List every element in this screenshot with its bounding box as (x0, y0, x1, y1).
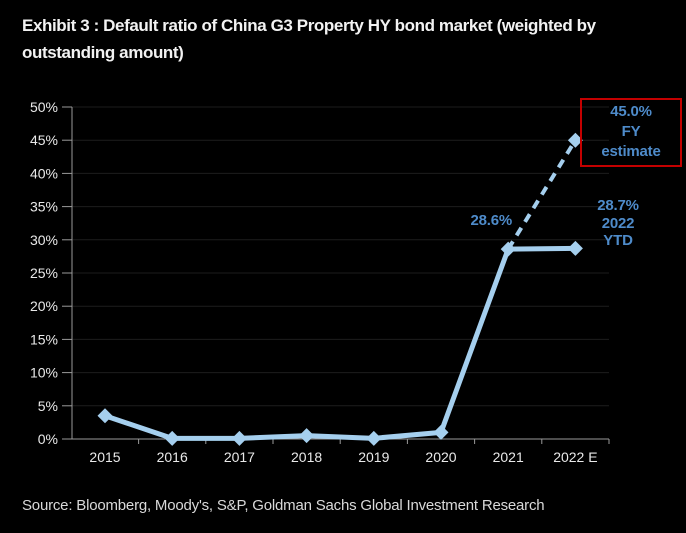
solid-series-line (102, 245, 578, 441)
y-tick-label: 45% (30, 132, 58, 148)
annotation-2022-ytd: 28.7% 2022 YTD (581, 197, 655, 250)
exhibit-title: Exhibit 3 : Default ratio of China G3 Pr… (22, 12, 674, 66)
data-point-diamond (433, 424, 449, 440)
x-tick-label: 2016 (157, 449, 188, 465)
data-point-diamond (231, 430, 247, 446)
exhibit-title-line1: Exhibit 3 : Default ratio of China G3 Pr… (22, 16, 596, 35)
ytd-label: YTD (603, 232, 633, 249)
y-tick-label: 35% (30, 199, 58, 215)
data-point-diamond (164, 430, 180, 446)
annotation-2021-value: 28.6% (470, 212, 512, 229)
data-point-diamond (567, 132, 583, 148)
fy-estimate-label-estimate: estimate (601, 143, 661, 160)
x-tick-label: 2017 (224, 449, 255, 465)
y-tick-label: 25% (30, 265, 58, 281)
ytd-value: 28.7% (597, 197, 639, 214)
source-note: Source: Bloomberg, Moody's, S&P, Goldman… (22, 497, 545, 514)
y-tick-label: 20% (30, 298, 58, 314)
x-tick-label: 2018 (291, 449, 322, 465)
exhibit-title-line2: outstanding amount) (22, 43, 184, 62)
fy-estimate-value: 45.0% (610, 103, 652, 120)
ytd-year: 2022 (601, 214, 635, 232)
y-tick-label: 40% (30, 165, 58, 181)
y-tick-label: 5% (38, 398, 58, 414)
x-tick-label: 2021 (493, 449, 524, 465)
dashed-estimate-line (506, 139, 578, 251)
x-tick-label: 2019 (358, 449, 389, 465)
data-point-diamond (97, 408, 113, 424)
y-tick-label: 50% (30, 99, 58, 115)
x-tick-label: 2020 (425, 449, 456, 465)
y-tick-label: 10% (30, 365, 58, 381)
y-tick-label: 30% (30, 232, 58, 248)
x-tick-label: 2015 (89, 449, 120, 465)
data-point-diamond (299, 428, 315, 444)
annotation-fy-estimate-box: 45.0% FY estimate (580, 98, 682, 167)
data-point-diamond (366, 430, 382, 446)
y-tick-label: 15% (30, 331, 58, 347)
data-point-diamond (567, 240, 583, 256)
data-point-diamond (500, 241, 516, 257)
fy-estimate-label-fy: FY (621, 123, 641, 140)
x-tick-label: 2022 E (553, 449, 597, 465)
y-tick-label: 0% (38, 431, 58, 447)
